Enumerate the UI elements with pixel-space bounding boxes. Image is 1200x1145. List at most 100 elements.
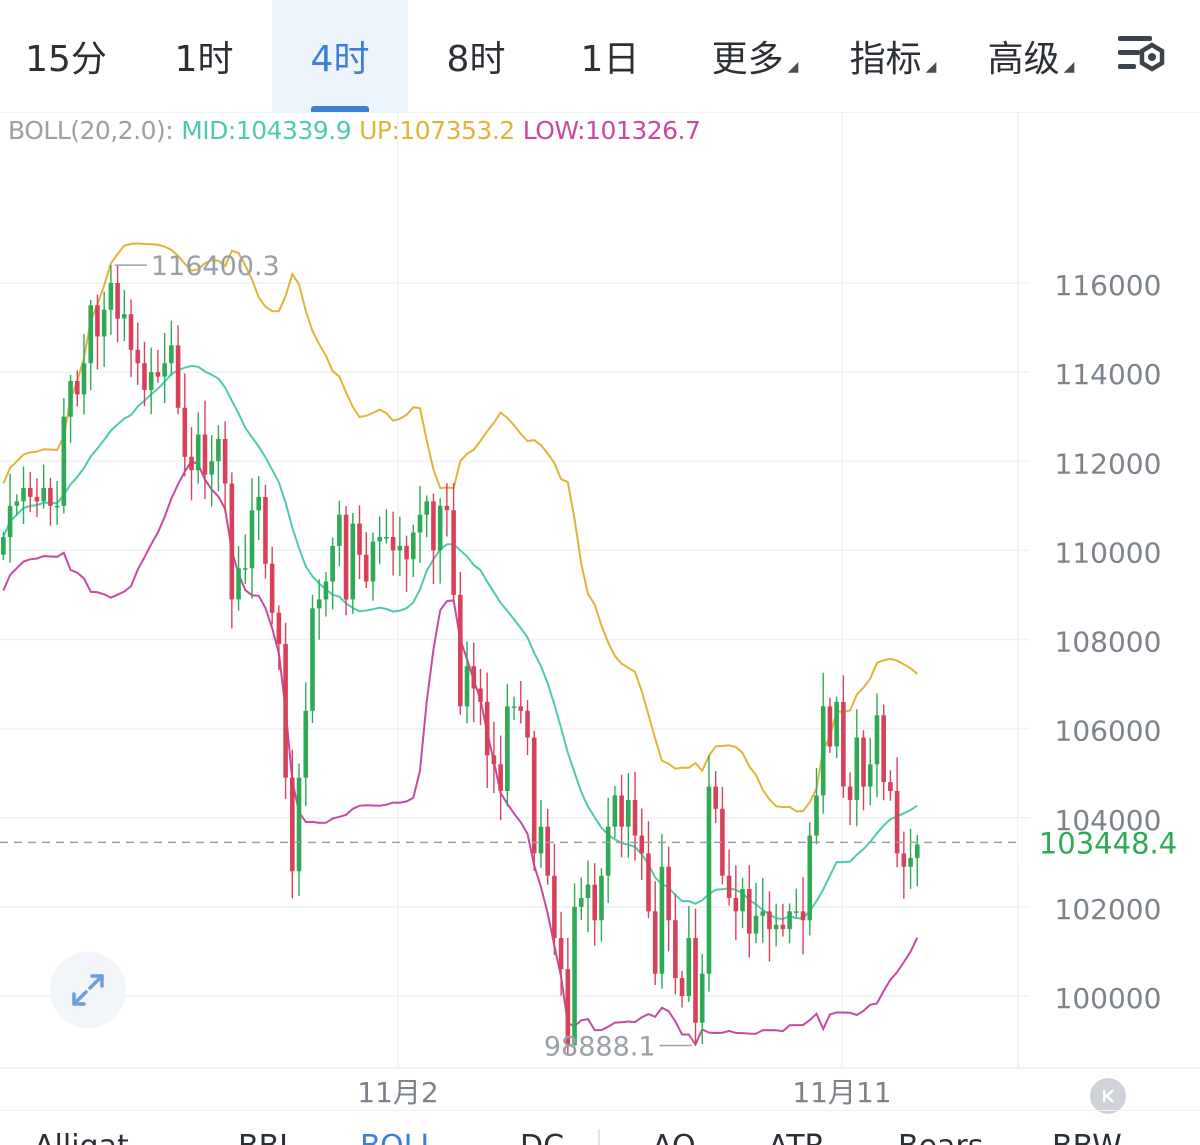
tab-label: 高级	[987, 39, 1060, 80]
candle-body	[888, 782, 893, 792]
candle-body	[605, 826, 611, 876]
tab-indicators-dropdown[interactable]: 指标 ◢	[834, 0, 952, 112]
indicator-tab-dc[interactable]: DC	[520, 1129, 564, 1145]
chart-grid	[0, 112, 1200, 1069]
y-tick-label: 110000	[1055, 536, 1162, 569]
candle-body	[673, 920, 678, 979]
candle-body	[726, 875, 732, 898]
candle-body	[746, 889, 752, 934]
candle-body	[491, 755, 497, 765]
candlesticks	[1, 265, 920, 1054]
y-tick-label: 116000	[1055, 269, 1162, 302]
tab-15m[interactable]: 15分	[8, 0, 124, 112]
active-tab-indicator	[311, 106, 369, 112]
candle-body	[458, 594, 463, 707]
candle-body	[363, 554, 369, 582]
candle-body	[552, 875, 557, 939]
indicator-tab-alligator[interactable]: Alligat...	[34, 1129, 157, 1145]
tab-advanced-dropdown[interactable]: 高级 ◢	[972, 0, 1090, 112]
candle-body	[182, 407, 188, 457]
tab-label: 1日	[580, 39, 640, 80]
boll-up-value: UP:107353.2	[359, 116, 515, 145]
candle-body	[874, 715, 880, 765]
candle-body	[867, 764, 873, 787]
candle-body	[337, 514, 342, 546]
boll-lower-line	[2, 459, 919, 1047]
timeframe-tab-bar: 15分 1时 4时 8时 1日 更多 ◢ 指标 ◢ 高级 ◢	[0, 0, 1200, 113]
x-date-label: 11月2	[357, 1076, 438, 1109]
candle-body	[236, 568, 241, 600]
candle-body	[908, 857, 913, 867]
candle-body	[780, 924, 786, 930]
high-price-label: 116400.3	[151, 251, 280, 282]
candle-body	[760, 911, 766, 916]
candle-body	[471, 666, 477, 689]
y-tick-label: 114000	[1055, 358, 1162, 391]
candle-body	[861, 737, 866, 787]
candle-body	[404, 545, 409, 560]
candle-body	[229, 483, 235, 600]
candle-body	[1, 537, 6, 555]
chart-settings-button[interactable]	[1112, 30, 1172, 82]
candle-body	[794, 911, 799, 913]
candle-body	[686, 938, 692, 996]
candle-body	[666, 866, 671, 921]
tab-more-dropdown[interactable]: 更多 ◢	[696, 0, 814, 112]
candle-body	[565, 969, 571, 1046]
indicator-tab-ao[interactable]: AO	[652, 1129, 696, 1145]
scroll-to-latest-button[interactable]	[1090, 1078, 1126, 1114]
tab-1h[interactable]: 1时	[146, 0, 262, 112]
candle-body	[437, 505, 443, 551]
current-price-label: 103448.4	[1039, 826, 1177, 860]
candle-body	[827, 706, 833, 747]
candle-body	[592, 884, 598, 921]
tab-8h[interactable]: 8时	[418, 0, 534, 112]
candle-body	[679, 978, 685, 996]
candle-body	[834, 701, 839, 747]
candle-body	[81, 363, 87, 395]
candle-body	[713, 786, 718, 809]
tab-label: 15分	[25, 39, 107, 80]
candle-body	[424, 501, 430, 515]
x-date-label: 11月11	[792, 1076, 891, 1109]
tab-4h[interactable]: 4时	[272, 0, 408, 112]
candle-body	[162, 363, 167, 377]
expand-arrows-icon	[72, 974, 104, 1006]
indicator-tab-bbi[interactable]: BBI	[238, 1129, 288, 1145]
candle-body	[269, 563, 275, 613]
candle-body	[350, 523, 356, 600]
candle-body	[195, 434, 201, 471]
chart-settings-icon	[1118, 36, 1165, 72]
candle-body	[310, 608, 315, 711]
boll-values-legend: BOLL(20,2.0): MID:104339.9 UP:107353.2 LOW:…	[8, 116, 708, 145]
candle-body	[578, 897, 584, 907]
low-price-label: 98888.1	[544, 1032, 656, 1063]
candle-body	[572, 906, 577, 1046]
candle-body	[142, 363, 147, 390]
candle-body	[148, 372, 154, 390]
indicator-tab-bbw[interactable]: BBW	[1052, 1129, 1122, 1145]
fullscreen-button[interactable]	[50, 952, 126, 1028]
candle-body	[518, 706, 524, 711]
candle-body	[34, 496, 40, 502]
candle-body	[323, 581, 329, 600]
candle-body	[88, 305, 94, 364]
tab-label: 更多	[711, 39, 784, 80]
indicator-tab-bears[interactable]: Bears	[898, 1129, 983, 1145]
candle-body	[478, 688, 483, 702]
indicator-divider	[598, 1129, 600, 1145]
indicator-tab-boll[interactable]: BOLL	[360, 1129, 437, 1145]
indicator-tab-atr[interactable]: ATR	[768, 1129, 825, 1145]
y-tick-label: 108000	[1055, 626, 1162, 659]
candle-body	[14, 501, 20, 506]
candle-body	[807, 835, 813, 921]
boll-low-value: LOW:101326.7	[522, 116, 701, 145]
candle-body	[410, 532, 416, 560]
candle-body	[122, 314, 127, 319]
price-chart[interactable]: 116400.3 98888.1 103448.4 116000 114000 1120…	[0, 112, 1200, 1110]
candle-body	[216, 438, 221, 462]
candle-body	[343, 514, 349, 600]
candle-body	[54, 505, 60, 508]
tab-1d[interactable]: 1日	[552, 0, 668, 112]
candle-body	[451, 510, 456, 595]
